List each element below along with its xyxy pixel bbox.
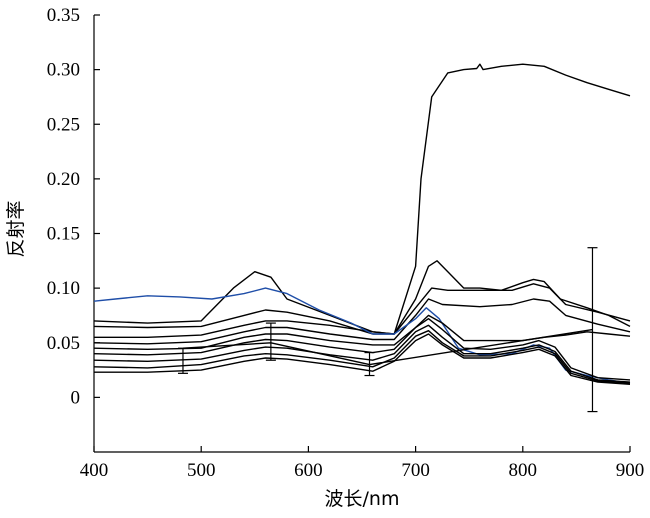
series-line-6 [93,314,631,350]
series-line-3 [93,283,631,335]
series-line-10 [94,333,631,385]
y-tick-label: 0.10 [47,278,80,299]
x-tick-label: 400 [80,460,109,481]
series-line-4 [93,298,631,345]
series-line-9 [93,330,631,384]
x-tick-label: 500 [187,460,216,481]
y-tick-label: 0.05 [47,333,80,354]
y-axis-title: 反射率 [5,200,27,257]
x-axis-title: 波长/nm [325,488,400,510]
series-line-8 [93,324,631,383]
errorbar-layer [177,247,598,413]
x-tick-label: 600 [294,460,323,481]
x-tick-label: 800 [509,460,538,481]
series-line-11 [182,328,593,366]
series-layer [93,63,631,385]
series-line-7 [93,318,631,381]
y-tick-label: 0.20 [47,169,80,190]
series-line-2 [94,260,631,338]
y-tick-label: 0.25 [47,114,80,135]
y-tick-label: 0 [71,387,81,408]
y-tick-label: 0.30 [47,60,80,81]
x-tick-label: 900 [616,460,645,481]
x-tick-label: 700 [401,460,430,481]
series-line-1 [93,63,631,335]
axes: 0 0.05 0.10 0.15 0.20 0.25 0.30 0.35 400 500 600 70… [47,5,645,481]
y-tick-label: 0.15 [47,224,80,245]
y-tick-label: 0.35 [47,5,80,26]
